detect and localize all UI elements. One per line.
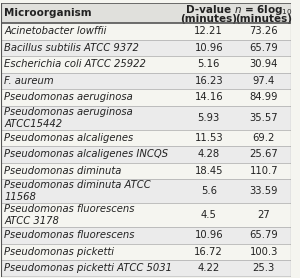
Bar bbox=[2, 89, 291, 106]
Text: F. aureum: F. aureum bbox=[4, 76, 54, 86]
Text: 84.99: 84.99 bbox=[250, 92, 278, 102]
Text: Bacillus subtilis ATCC 9372: Bacillus subtilis ATCC 9372 bbox=[4, 43, 139, 53]
Text: Pseudomonas alcaligenes INCQS: Pseudomonas alcaligenes INCQS bbox=[4, 149, 168, 159]
Text: Escherichia coli ATCC 25922: Escherichia coli ATCC 25922 bbox=[4, 59, 146, 69]
Text: 100.3: 100.3 bbox=[250, 247, 278, 257]
Text: 10.96: 10.96 bbox=[194, 43, 223, 53]
Text: 10.96: 10.96 bbox=[194, 230, 223, 240]
Text: Pseudomonas diminuta: Pseudomonas diminuta bbox=[4, 166, 122, 176]
Text: 65.79: 65.79 bbox=[249, 230, 278, 240]
Text: Pseudomonas aeruginosa: Pseudomonas aeruginosa bbox=[4, 92, 133, 102]
Text: 18.45: 18.45 bbox=[194, 166, 223, 176]
Bar bbox=[2, 130, 291, 146]
Text: Pseudomonas picketti ATCC 5031: Pseudomonas picketti ATCC 5031 bbox=[4, 263, 172, 273]
Text: 5.16: 5.16 bbox=[197, 59, 220, 69]
Bar bbox=[2, 179, 291, 203]
Bar bbox=[2, 146, 291, 163]
Text: 5.93: 5.93 bbox=[198, 113, 220, 123]
Text: 25.67: 25.67 bbox=[249, 149, 278, 159]
Bar bbox=[2, 244, 291, 260]
Text: 4.5: 4.5 bbox=[201, 210, 217, 220]
Bar bbox=[2, 56, 291, 73]
Bar bbox=[2, 203, 291, 227]
Text: 14.16: 14.16 bbox=[194, 92, 223, 102]
Text: 25.3: 25.3 bbox=[253, 263, 275, 273]
Text: 73.26: 73.26 bbox=[250, 26, 278, 36]
Text: 33.59: 33.59 bbox=[250, 186, 278, 196]
Text: Microorganism: Microorganism bbox=[4, 8, 92, 18]
Text: Pseudomonas aeruginosa
ATCC15442: Pseudomonas aeruginosa ATCC15442 bbox=[4, 106, 133, 128]
Text: 5.6: 5.6 bbox=[201, 186, 217, 196]
Bar bbox=[2, 163, 291, 179]
Text: Acinetobacter lowffii: Acinetobacter lowffii bbox=[4, 26, 107, 36]
Text: 4.22: 4.22 bbox=[198, 263, 220, 273]
Text: D-value: D-value bbox=[186, 5, 231, 15]
Text: 97.4: 97.4 bbox=[253, 76, 275, 86]
Bar bbox=[2, 227, 291, 244]
Text: Pseudomonas fluorescens
ATCC 3178: Pseudomonas fluorescens ATCC 3178 bbox=[4, 204, 135, 226]
Text: 110.7: 110.7 bbox=[250, 166, 278, 176]
Text: (minutes): (minutes) bbox=[180, 14, 237, 24]
Text: (minutes): (minutes) bbox=[235, 14, 292, 24]
Bar bbox=[2, 23, 291, 39]
Text: 65.79: 65.79 bbox=[249, 43, 278, 53]
Bar bbox=[2, 39, 291, 56]
Text: 16.23: 16.23 bbox=[194, 76, 223, 86]
Text: 27: 27 bbox=[257, 210, 270, 220]
Text: $\mathit{n}$ = 6log$_{10}$: $\mathit{n}$ = 6log$_{10}$ bbox=[235, 3, 293, 17]
Text: 11.53: 11.53 bbox=[194, 133, 223, 143]
Text: Pseudomonas picketti: Pseudomonas picketti bbox=[4, 247, 114, 257]
Bar bbox=[2, 73, 291, 89]
Text: Pseudomonas fluorescens: Pseudomonas fluorescens bbox=[4, 230, 135, 240]
Bar bbox=[2, 4, 291, 23]
Text: 69.2: 69.2 bbox=[253, 133, 275, 143]
Bar bbox=[2, 106, 291, 130]
Bar bbox=[2, 260, 291, 277]
Text: 16.72: 16.72 bbox=[194, 247, 223, 257]
Text: Pseudomonas diminuta ATCC
11568: Pseudomonas diminuta ATCC 11568 bbox=[4, 180, 151, 202]
Text: 30.94: 30.94 bbox=[250, 59, 278, 69]
Text: 4.28: 4.28 bbox=[198, 149, 220, 159]
Text: 35.57: 35.57 bbox=[250, 113, 278, 123]
Text: 12.21: 12.21 bbox=[194, 26, 223, 36]
Text: Pseudomonas alcaligenes: Pseudomonas alcaligenes bbox=[4, 133, 134, 143]
